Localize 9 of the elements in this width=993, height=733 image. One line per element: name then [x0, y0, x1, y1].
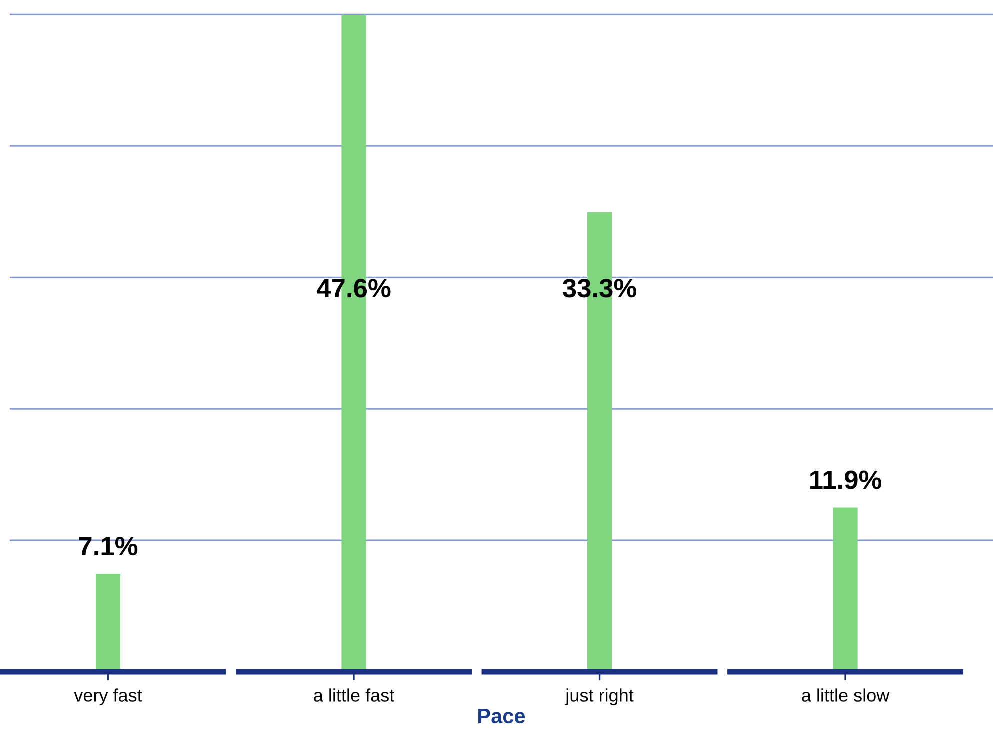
data-label: 47.6%	[316, 279, 391, 298]
data-label: 11.9%	[810, 470, 882, 490]
data-label: 33.3%	[562, 279, 636, 298]
x-tick-label: just right	[565, 688, 634, 706]
x-tick-label: very fast	[74, 688, 142, 706]
x-tick-label: a little fast	[314, 688, 395, 702]
x-axis-title: Pace	[478, 709, 526, 724]
x-tick-label: a little slow	[802, 688, 890, 702]
data-label: 7.1%	[79, 537, 138, 556]
